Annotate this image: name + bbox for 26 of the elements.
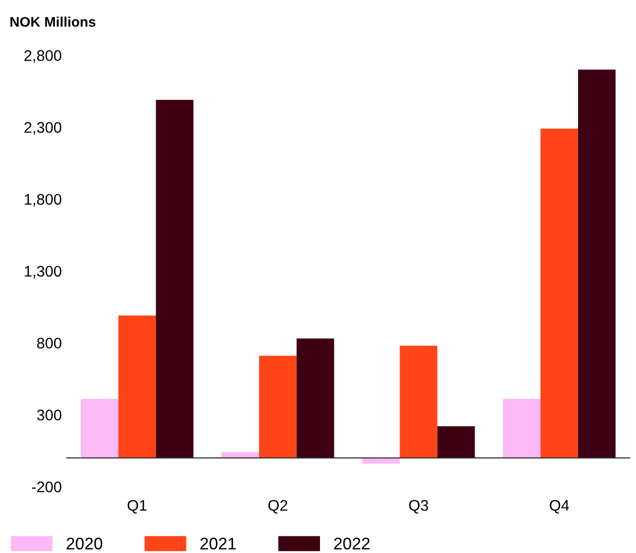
y-tick-label: 2,800 [24,50,62,63]
bar [80,398,118,458]
bar [400,346,438,458]
legend-label: 2022 [334,538,370,550]
bar [156,100,194,458]
bar [578,70,616,458]
bar [259,356,297,458]
y-tick-label: -200 [32,482,62,492]
x-tick-label: Q4 [550,500,570,514]
bar [540,128,578,458]
y-tick-label: 2,300 [24,122,62,135]
chart-title: NOK Millions [10,16,96,27]
bar [222,452,260,458]
x-tick-label: Q2 [268,500,288,514]
legend-label: 2020 [66,538,102,550]
x-tick-label: Q1 [128,500,147,514]
y-tick-label: 1,800 [24,194,62,207]
x-tick-label: Q3 [409,500,428,514]
y-tick-label: 300 [37,410,62,420]
y-tick-label: 800 [37,338,62,349]
y-tick-label: 1,300 [24,266,62,278]
bar [296,338,334,458]
bar [502,398,541,458]
bar [437,426,475,458]
bar [118,316,156,458]
legend-label: 2021 [200,538,236,550]
